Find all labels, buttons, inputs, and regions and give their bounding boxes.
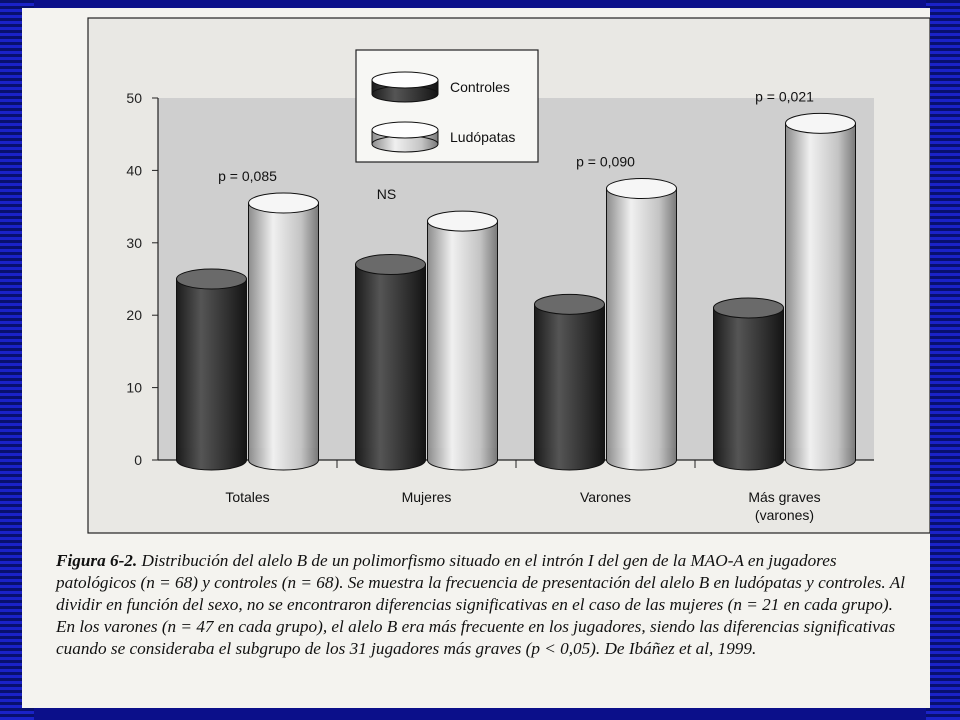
bar-base-cover bbox=[535, 448, 604, 460]
category-label: Varones bbox=[580, 489, 631, 505]
bar-chart: 0 10 20 30 40 50 Totales p = 0,085 Mujeres NS Varo… bbox=[87, 17, 930, 534]
bar-controles-1 bbox=[355, 254, 426, 471]
bar-body bbox=[176, 278, 247, 461]
significance-annotation: p = 0,090 bbox=[576, 154, 635, 170]
legend-label: Ludópatas bbox=[450, 129, 515, 145]
bar-body bbox=[355, 264, 426, 461]
bar-top bbox=[176, 268, 247, 290]
bar-ludópatas-0 bbox=[248, 192, 319, 471]
y-tick-label: 50 bbox=[126, 90, 142, 106]
bar-top bbox=[534, 293, 605, 315]
bar-body bbox=[534, 303, 605, 461]
bar-ludópatas-2 bbox=[606, 178, 677, 471]
bar-body bbox=[606, 188, 677, 461]
bar-top bbox=[785, 112, 856, 134]
legend-swatch-top bbox=[371, 71, 439, 89]
bar-controles-3 bbox=[713, 297, 784, 471]
bar-ludópatas-1 bbox=[427, 210, 498, 471]
bar-ludópatas-3 bbox=[785, 112, 856, 471]
y-tick-label: 30 bbox=[126, 235, 142, 251]
bar-base-cover bbox=[356, 448, 425, 460]
bar-top bbox=[427, 210, 498, 232]
right-border-stripes bbox=[926, 0, 960, 720]
legend: Controles Ludópatas bbox=[355, 49, 539, 163]
category-label: Mujeres bbox=[402, 489, 452, 505]
scanned-page: 0 10 20 30 40 50 Totales p = 0,085 Mujeres NS Varo… bbox=[22, 8, 930, 708]
bar-base-cover bbox=[177, 448, 246, 460]
bar-body bbox=[785, 122, 856, 461]
bar-base-cover bbox=[714, 448, 783, 460]
bar-controles-0 bbox=[176, 268, 247, 471]
bar-top bbox=[606, 178, 677, 199]
significance-annotation: NS bbox=[377, 186, 396, 202]
bar-controles-2 bbox=[534, 293, 605, 471]
legend-label: Controles bbox=[450, 79, 510, 95]
bar-base-cover bbox=[786, 448, 855, 460]
y-tick-label: 20 bbox=[126, 307, 142, 323]
figure-caption: Figura 6-2. Distribución del alelo B de … bbox=[56, 550, 916, 660]
caption-text: Distribución del alelo B de un polimorfi… bbox=[56, 551, 905, 658]
y-tick-label: 0 bbox=[134, 452, 142, 468]
bar-body bbox=[248, 202, 319, 461]
bar-body bbox=[713, 307, 784, 461]
figure-label: Figura 6-2. bbox=[56, 551, 138, 570]
bar-body bbox=[427, 220, 498, 461]
bar-base-cover bbox=[607, 448, 676, 460]
y-tick-label: 10 bbox=[126, 380, 142, 396]
bar-top bbox=[248, 192, 319, 214]
significance-annotation: p = 0,085 bbox=[218, 168, 277, 184]
bar-top bbox=[355, 254, 426, 276]
significance-annotation: p = 0,021 bbox=[755, 88, 814, 104]
bar-base-cover bbox=[249, 448, 318, 460]
bar-base-cover bbox=[428, 448, 497, 460]
y-tick-label: 40 bbox=[126, 162, 142, 178]
legend-swatch-top bbox=[371, 121, 439, 139]
category-label: Totales bbox=[225, 489, 269, 505]
bar-top bbox=[713, 297, 784, 319]
category-label: (varones) bbox=[755, 507, 814, 523]
category-label: Más graves bbox=[748, 489, 820, 505]
